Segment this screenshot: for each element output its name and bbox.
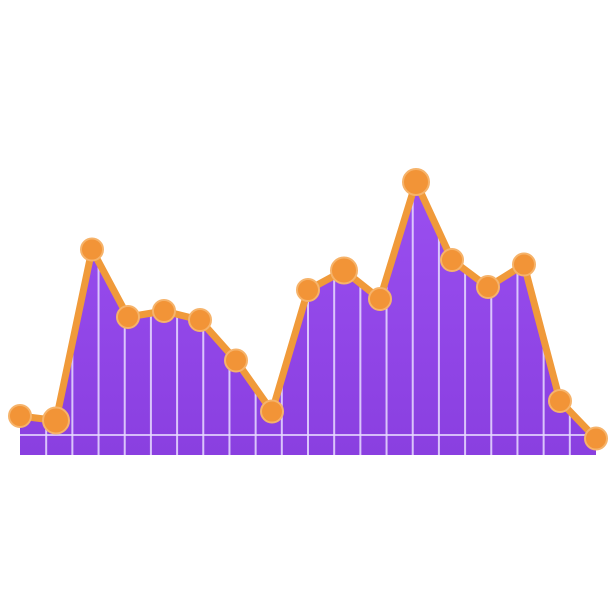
data-point bbox=[116, 305, 140, 329]
data-point bbox=[402, 168, 430, 196]
data-point bbox=[476, 275, 500, 299]
data-point bbox=[368, 287, 392, 311]
data-point bbox=[8, 404, 32, 428]
data-point bbox=[188, 308, 212, 332]
data-point bbox=[80, 237, 104, 262]
data-point bbox=[224, 348, 248, 373]
data-point bbox=[440, 248, 464, 272]
data-point bbox=[152, 299, 176, 323]
data-point bbox=[260, 399, 284, 424]
data-point bbox=[42, 406, 70, 435]
data-point bbox=[584, 426, 608, 451]
data-point bbox=[296, 278, 320, 302]
data-point bbox=[512, 252, 536, 277]
data-point bbox=[548, 389, 572, 413]
data-point bbox=[330, 256, 358, 285]
